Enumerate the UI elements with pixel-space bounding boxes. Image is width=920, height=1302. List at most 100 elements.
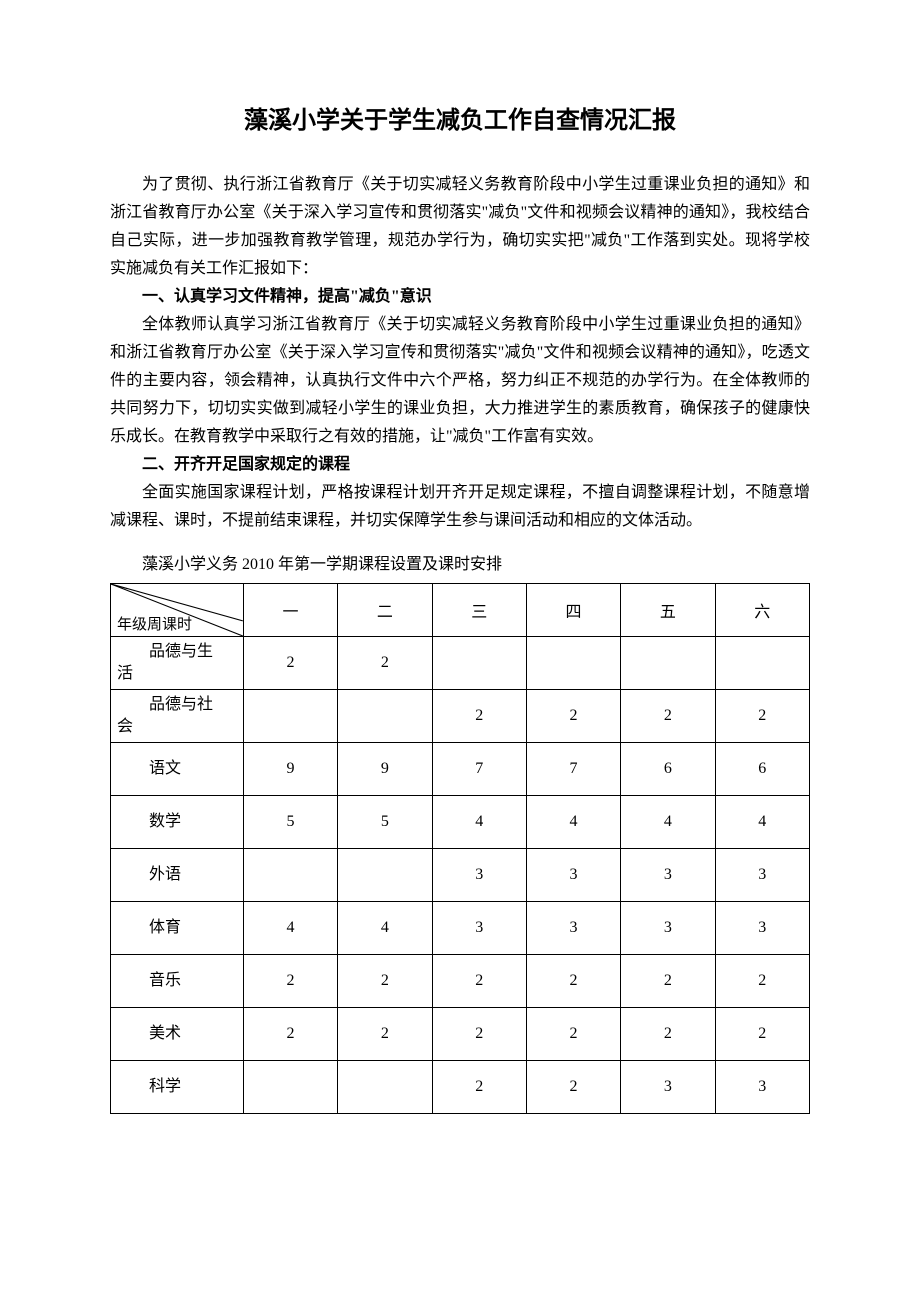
hour-cell [526, 637, 620, 690]
subject-cell: 科学 [111, 1061, 244, 1114]
grade-header: 一 [243, 584, 337, 637]
hour-cell: 2 [526, 1008, 620, 1061]
hour-cell: 2 [526, 955, 620, 1008]
hour-cell [243, 690, 337, 743]
grade-header: 五 [621, 584, 715, 637]
table-row: 语文997766 [111, 743, 810, 796]
hour-cell: 4 [715, 796, 809, 849]
hour-cell: 9 [243, 743, 337, 796]
table-caption: 藻溪小学义务 2010 年第一学期课程设置及课时安排 [110, 551, 810, 579]
grade-header: 二 [338, 584, 432, 637]
subject-label: 语文 [117, 758, 239, 780]
hour-cell: 3 [715, 849, 809, 902]
document-title: 藻溪小学关于学生减负工作自查情况汇报 [110, 100, 810, 135]
hour-cell: 2 [432, 955, 526, 1008]
subject-cell: 语文 [111, 743, 244, 796]
subject-cell: 数学 [111, 796, 244, 849]
section-2-paragraph: 全面实施国家课程计划，严格按课程计划开齐开足规定课程，不擅自调整课程计划，不随意… [110, 479, 810, 535]
hour-cell: 2 [621, 690, 715, 743]
subject-label: 音乐 [117, 970, 239, 992]
hour-cell: 4 [243, 902, 337, 955]
hour-cell: 9 [338, 743, 432, 796]
table-header-row: 年级周课时 一 二 三 四 五 六 [111, 584, 810, 637]
subject-label: 会 [117, 716, 239, 738]
hour-cell: 2 [715, 955, 809, 1008]
subject-label: 科学 [117, 1076, 239, 1098]
hour-cell [621, 637, 715, 690]
hour-cell: 2 [526, 1061, 620, 1114]
hour-cell: 3 [621, 849, 715, 902]
document-page: 藻溪小学关于学生减负工作自查情况汇报 为了贯彻、执行浙江省教育厅《关于切实减轻义… [0, 0, 920, 1302]
section-1-paragraph: 全体教师认真学习浙江省教育厅《关于切实减轻义务教育阶段中小学生过重课业负担的通知… [110, 311, 810, 451]
hour-cell: 2 [432, 1061, 526, 1114]
hour-cell: 2 [715, 1008, 809, 1061]
table-row: 外语3333 [111, 849, 810, 902]
hour-cell: 4 [432, 796, 526, 849]
hour-cell: 3 [621, 1061, 715, 1114]
hour-cell [715, 637, 809, 690]
grade-header: 六 [715, 584, 809, 637]
hour-cell: 2 [338, 637, 432, 690]
hour-cell: 2 [621, 1008, 715, 1061]
table-row: 体育443333 [111, 902, 810, 955]
subject-label: 品德与生 [117, 641, 239, 663]
hour-cell: 2 [715, 690, 809, 743]
hour-cell [338, 690, 432, 743]
table-row: 美术222222 [111, 1008, 810, 1061]
table-row: 科学2233 [111, 1061, 810, 1114]
hour-cell: 2 [243, 637, 337, 690]
hour-cell: 4 [526, 796, 620, 849]
hour-cell: 3 [526, 902, 620, 955]
hour-cell: 7 [432, 743, 526, 796]
hour-cell: 2 [621, 955, 715, 1008]
subject-label: 外语 [117, 864, 239, 886]
subject-label: 数学 [117, 811, 239, 833]
hour-cell: 2 [338, 1008, 432, 1061]
table-row: 音乐222222 [111, 955, 810, 1008]
hour-cell: 2 [432, 1008, 526, 1061]
schedule-table: 年级周课时 一 二 三 四 五 六 品德与生活22品德与社会2222语文9977… [110, 583, 810, 1114]
section-heading-1: 一、认真学习文件精神，提高"减负"意识 [110, 283, 810, 311]
section-heading-2: 二、开齐开足国家规定的课程 [110, 451, 810, 479]
hour-cell: 2 [338, 955, 432, 1008]
hour-cell: 3 [715, 1061, 809, 1114]
subject-cell: 美术 [111, 1008, 244, 1061]
hour-cell: 7 [526, 743, 620, 796]
subject-cell: 品德与生活 [111, 637, 244, 690]
subject-label: 美术 [117, 1023, 239, 1045]
hour-cell: 2 [432, 690, 526, 743]
hour-cell [432, 637, 526, 690]
table-row: 品德与生活22 [111, 637, 810, 690]
hour-cell: 3 [432, 902, 526, 955]
hour-cell [243, 849, 337, 902]
hour-cell [338, 849, 432, 902]
subject-cell: 外语 [111, 849, 244, 902]
hour-cell: 4 [338, 902, 432, 955]
corner-label: 年级周课时 [117, 613, 192, 634]
subject-label: 体育 [117, 917, 239, 939]
hour-cell: 5 [338, 796, 432, 849]
hour-cell: 6 [621, 743, 715, 796]
hour-cell: 3 [715, 902, 809, 955]
table-row: 品德与社会2222 [111, 690, 810, 743]
table-row: 数学554444 [111, 796, 810, 849]
subject-cell: 音乐 [111, 955, 244, 1008]
subject-label: 活 [117, 663, 239, 685]
hour-cell [243, 1061, 337, 1114]
hour-cell: 3 [621, 902, 715, 955]
table-body: 品德与生活22品德与社会2222语文997766数学554444外语3333体育… [111, 637, 810, 1114]
hour-cell: 4 [621, 796, 715, 849]
subject-cell: 品德与社会 [111, 690, 244, 743]
table-corner-cell: 年级周课时 [111, 584, 244, 637]
hour-cell: 2 [243, 955, 337, 1008]
intro-paragraph: 为了贯彻、执行浙江省教育厅《关于切实减轻义务教育阶段中小学生过重课业负担的通知》… [110, 171, 810, 283]
subject-label: 品德与社 [117, 694, 239, 716]
hour-cell: 2 [526, 690, 620, 743]
grade-header: 四 [526, 584, 620, 637]
grade-header: 三 [432, 584, 526, 637]
hour-cell: 2 [243, 1008, 337, 1061]
hour-cell: 5 [243, 796, 337, 849]
subject-cell: 体育 [111, 902, 244, 955]
hour-cell: 3 [432, 849, 526, 902]
hour-cell: 3 [526, 849, 620, 902]
